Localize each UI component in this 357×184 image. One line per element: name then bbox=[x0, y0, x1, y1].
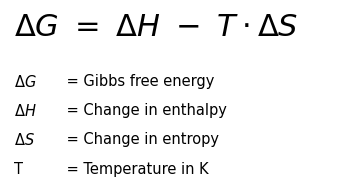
Text: $\Delta G$: $\Delta G$ bbox=[14, 74, 37, 90]
Text: = Temperature in K: = Temperature in K bbox=[62, 162, 209, 177]
Text: T: T bbox=[14, 162, 23, 177]
Text: = Change in enthalpy: = Change in enthalpy bbox=[62, 103, 227, 118]
Text: $\Delta G\ =\ \Delta H\ -\ T\cdot\Delta S$: $\Delta G\ =\ \Delta H\ -\ T\cdot\Delta … bbox=[14, 13, 298, 42]
Text: = Gibbs free energy: = Gibbs free energy bbox=[62, 74, 215, 89]
Text: $\Delta H$: $\Delta H$ bbox=[14, 103, 37, 119]
Text: $\Delta S$: $\Delta S$ bbox=[14, 132, 35, 148]
Text: = Change in entropy: = Change in entropy bbox=[62, 132, 220, 148]
